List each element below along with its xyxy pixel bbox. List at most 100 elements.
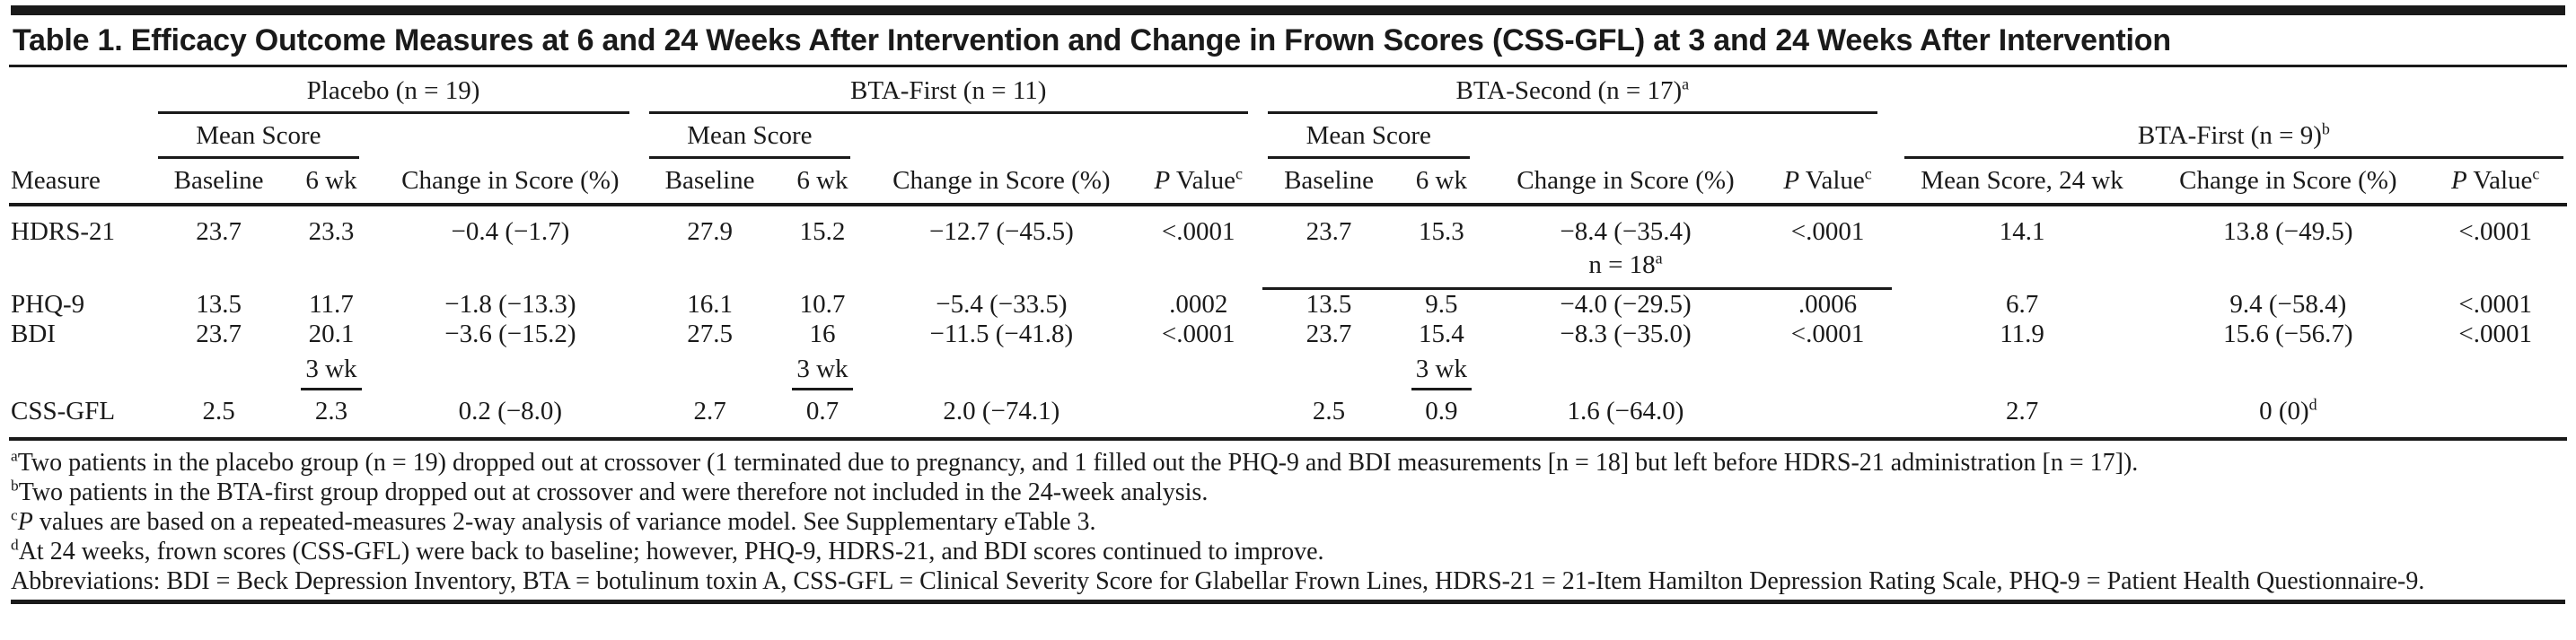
- p-value-sup: c: [1864, 164, 1872, 183]
- column-header-row: Measure Baseline 6 wk Change in Score (%…: [9, 159, 2567, 206]
- cell-btafirst9-change: 13.8 (−49.5): [2223, 217, 2353, 246]
- cell-measure: HDRS-21: [11, 217, 116, 246]
- mean-score-label: Mean Score: [687, 121, 813, 150]
- spacer-cell: [1892, 247, 2567, 289]
- cell-placebo-change: −1.8 (−13.3): [444, 290, 576, 319]
- cell-btafirst9-mean24: 2.7: [1891, 390, 2153, 441]
- css-change-sup: d: [2308, 395, 2317, 414]
- cell-btafirst-baseline: 2.7: [643, 390, 777, 441]
- spacer-cell: [1262, 247, 1396, 290]
- spacer-cell: [1395, 247, 1488, 290]
- mean-score-label: Mean Score: [1306, 121, 1431, 150]
- group-label-bta-first-9: BTA-First (n = 9): [2137, 121, 2322, 150]
- footnote-d-text: At 24 weeks, frown scores (CSS-GFL) were…: [18, 538, 1324, 565]
- cell-btafirst9-change: 0 (0)d: [2152, 390, 2424, 441]
- column-header-change-placebo: Change in Score (%): [377, 159, 644, 206]
- group-header-bta-first: BTA-First (n = 11): [644, 67, 1262, 114]
- spacer-cell: [868, 349, 1134, 390]
- footnote-c-marker: c: [11, 506, 18, 524]
- n18-label: n = 18: [1588, 250, 1656, 279]
- cell-btafirst9-pvalue: [2423, 390, 2567, 441]
- p-value-rest: Value: [1799, 166, 1865, 195]
- efficacy-outcomes-table: Placebo (n = 19) BTA-First (n = 11) BTA-…: [9, 67, 2567, 441]
- cell-btafirst-6wk: 15.2: [799, 217, 846, 246]
- footnote-d-marker: d: [11, 536, 19, 554]
- cell-btafirst9-mean24: 6.7: [2005, 290, 2039, 319]
- column-header-baseline-bta-second: Baseline: [1262, 159, 1396, 206]
- spacer-cell: [153, 349, 286, 390]
- column-header-change-bta-first: Change in Score (%): [868, 159, 1135, 206]
- table-row-n18-note: n = 18a: [9, 247, 2567, 290]
- footnote-b: bTwo patients in the BTA-first group dro…: [11, 478, 2567, 507]
- cell-placebo-baseline: 2.5: [152, 390, 286, 441]
- cell-btasecond-change: −4.0 (−29.5): [1560, 290, 1692, 319]
- cell-btasecond-baseline: 2.5: [1262, 390, 1396, 441]
- cell-btasecond-baseline: 23.7: [1306, 217, 1352, 246]
- spacer-cell: [1262, 349, 1395, 390]
- column-header-pvalue-bta-first: P Valuec: [1134, 159, 1262, 206]
- column-header-change-bta-second: Change in Score (%): [1487, 159, 1764, 206]
- spacer-cell: [377, 114, 643, 159]
- p-value-rest: Value: [2466, 166, 2533, 195]
- column-header-6wk-bta-first: 6 wk: [776, 159, 869, 206]
- cell-3wk-bta-first: 3 wk: [777, 349, 869, 390]
- cell-placebo-change: −0.4 (−1.7): [451, 217, 570, 246]
- group-header-row: Placebo (n = 19) BTA-First (n = 11) BTA-…: [9, 67, 2567, 114]
- cell-btafirst9-change: 15.6 (−56.7): [2223, 320, 2353, 348]
- table-page: Table 1. Efficacy Outcome Measures at 6 …: [0, 5, 2576, 640]
- cell-btafirst9-mean24: 11.9: [2000, 320, 2044, 348]
- mean-score-header-placebo: Mean Score: [153, 114, 378, 159]
- p-value-sup: c: [2532, 164, 2540, 183]
- spacer-cell: [1135, 114, 1262, 159]
- cell-btafirst9-pvalue: <.0001: [2458, 290, 2532, 319]
- cell-btafirst-baseline: 16.1: [687, 290, 733, 319]
- spacer-cell: [2152, 349, 2423, 390]
- cell-btafirst-pvalue: <.0001: [1161, 217, 1235, 246]
- cell-btafirst9-pvalue: <.0001: [2458, 217, 2532, 246]
- column-header-measure: Measure: [9, 159, 153, 206]
- column-header-mean-24wk: Mean Score, 24 wk: [1891, 159, 2153, 206]
- group-label-bta-second-sup: a: [1682, 75, 1690, 93]
- cell-btafirst-6wk: 10.7: [799, 290, 846, 319]
- column-header-pvalue-bta-first-9: P Valuec: [2423, 159, 2567, 206]
- group-header-bta-first-9: BTA-First (n = 9)b: [1892, 114, 2567, 159]
- table-row-3wk-subheader: 3 wk 3 wk 3 wk: [9, 349, 2567, 390]
- cell-btafirst-change: 2.0 (−74.1): [868, 390, 1135, 441]
- cell-btafirst-pvalue: <.0001: [1161, 320, 1235, 348]
- cell-placebo-baseline: 23.7: [196, 217, 242, 246]
- cell-btafirst9-mean24: 14.1: [1999, 217, 2045, 246]
- cell-measure: PHQ-9: [11, 290, 85, 319]
- spacer-cell: [644, 349, 777, 390]
- cell-btasecond-change: 1.6 (−64.0): [1487, 390, 1764, 441]
- mean-score-header-row: Mean Score Mean Score Mean Score BTA-Fir…: [9, 114, 2567, 159]
- cell-placebo-change: −3.6 (−15.2): [444, 320, 576, 348]
- cell-btasecond-6wk: 9.5: [1425, 290, 1458, 319]
- group-label-bta-second: BTA-Second (n = 17): [1455, 76, 1683, 105]
- footnote-a-marker: a: [11, 447, 18, 465]
- p-value-italic: P: [1154, 166, 1171, 195]
- footnote-b-text: Two patients in the BTA-first group drop…: [18, 478, 1209, 506]
- footnote-c: cP values are based on a repeated-measur…: [11, 507, 2567, 537]
- top-rule-bar: [11, 5, 2565, 15]
- cell-3wk-bta-second: 3 wk: [1395, 349, 1488, 390]
- spacer-cell: [1892, 349, 2153, 390]
- p-value-italic: P: [2450, 166, 2467, 195]
- cell-btafirst9-pvalue: <.0001: [2458, 320, 2532, 348]
- n18-sup: a: [1655, 249, 1663, 267]
- cell-measure: CSS-GFL: [9, 390, 153, 441]
- footnotes-block: aTwo patients in the placebo group (n = …: [9, 441, 2567, 596]
- p-value-sup: c: [1235, 164, 1243, 183]
- spacer-cell: [9, 349, 153, 390]
- spacer-cell: [377, 349, 643, 390]
- table-row-hdrs21: HDRS-21 23.7 23.3 −0.4 (−1.7) 27.9 15.2 …: [9, 205, 2567, 247]
- cell-btasecond-baseline: 23.7: [1306, 320, 1352, 348]
- cell-btasecond-pvalue: <.0001: [1790, 217, 1865, 246]
- group-header-placebo: Placebo (n = 19): [153, 67, 644, 114]
- three-wk-label: 3 wk: [792, 355, 853, 390]
- p-value-rest: Value: [1170, 166, 1235, 195]
- abbreviations-note: Abbreviations: BDI = Beck Depression Inv…: [11, 566, 2567, 596]
- spacer-cell: [9, 67, 153, 114]
- cell-btafirst-baseline: 27.5: [687, 320, 733, 348]
- mean-score-label: Mean Score: [196, 121, 321, 150]
- table-row-bdi: BDI 23.7 20.1 −3.6 (−15.2) 27.5 16 −11.5…: [9, 320, 2567, 349]
